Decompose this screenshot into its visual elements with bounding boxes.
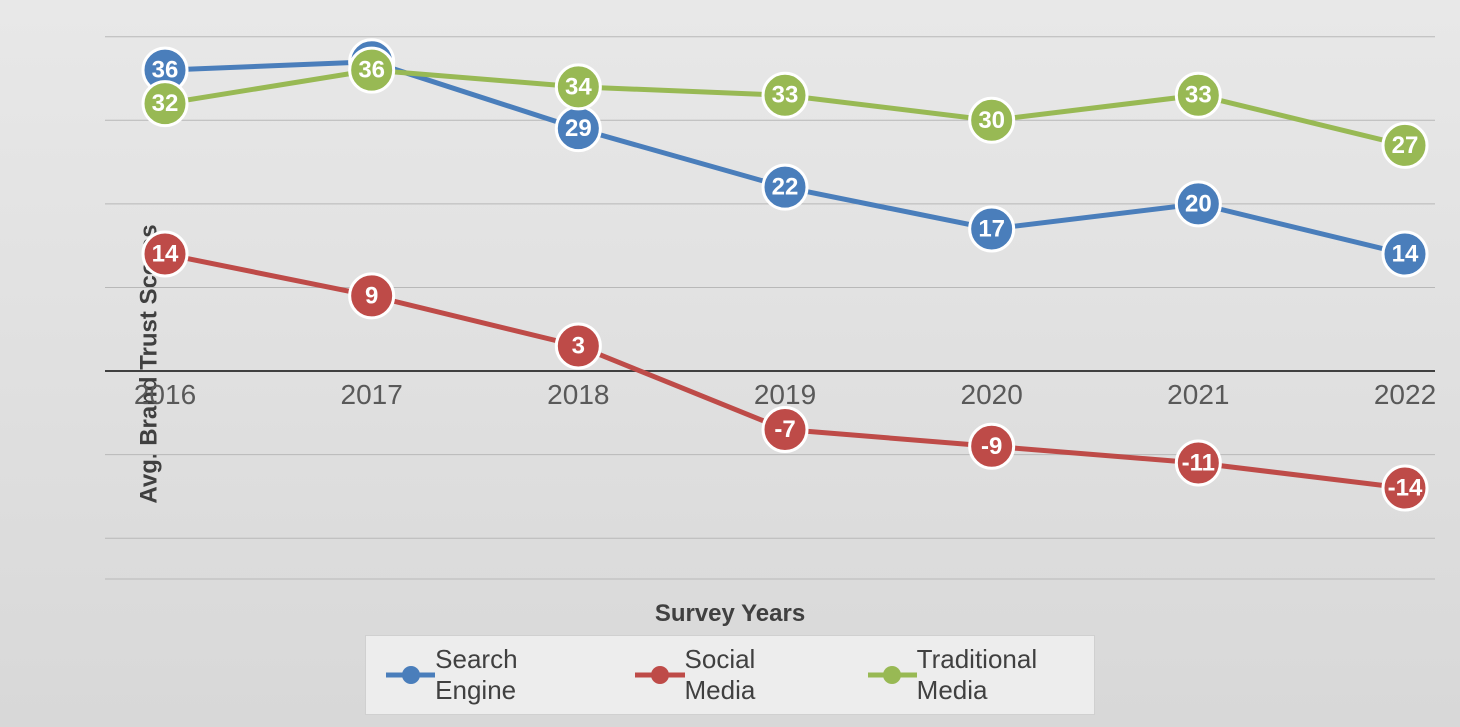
- data-label: 3: [572, 332, 585, 359]
- legend-item: Social Media: [635, 644, 802, 706]
- legend-swatch: [868, 663, 917, 687]
- x-tick-label: 2016: [134, 379, 196, 411]
- x-axis-label: Survey Years: [655, 600, 805, 628]
- data-label: 27: [1392, 132, 1419, 159]
- data-label: 17: [978, 215, 1005, 242]
- data-label: 20: [1185, 190, 1212, 217]
- x-tick-label: 2022: [1374, 379, 1436, 411]
- x-tick-label: 2017: [341, 379, 403, 411]
- legend-swatch: [635, 663, 684, 687]
- data-label: -14: [1388, 475, 1423, 502]
- data-label: 36: [152, 57, 179, 84]
- data-label: 9: [365, 282, 378, 309]
- data-label: 32: [152, 90, 179, 117]
- legend-label: Traditional Media: [917, 644, 1074, 706]
- data-label: 33: [1185, 82, 1212, 109]
- x-tick-label: 2021: [1167, 379, 1229, 411]
- data-label: 14: [152, 241, 179, 268]
- legend-swatch: [386, 663, 435, 687]
- legend-item: Traditional Media: [868, 644, 1074, 706]
- plot-area: 363729221720141493-7-9-11-14323634333033…: [105, 20, 1435, 580]
- data-label: -9: [981, 433, 1002, 460]
- data-label: -11: [1182, 449, 1215, 476]
- data-label: 29: [565, 115, 592, 142]
- legend-label: Search Engine: [435, 644, 570, 706]
- x-tick-label: 2019: [754, 379, 816, 411]
- data-label: 14: [1392, 241, 1419, 268]
- data-label: 36: [358, 57, 385, 84]
- legend-item: Search Engine: [386, 644, 570, 706]
- x-tick-label: 2020: [961, 379, 1023, 411]
- x-tick-label: 2018: [547, 379, 609, 411]
- legend: Search Engine Social Media Traditional Med…: [365, 635, 1095, 715]
- data-label: 34: [565, 73, 592, 100]
- legend-label: Social Media: [685, 644, 803, 706]
- line-chart: Avg. Brand Trust Scores 3637292217201414…: [0, 0, 1460, 727]
- data-label: -7: [774, 416, 795, 443]
- data-label: 33: [772, 82, 799, 109]
- data-label: 22: [772, 174, 799, 201]
- data-label: 30: [978, 107, 1005, 134]
